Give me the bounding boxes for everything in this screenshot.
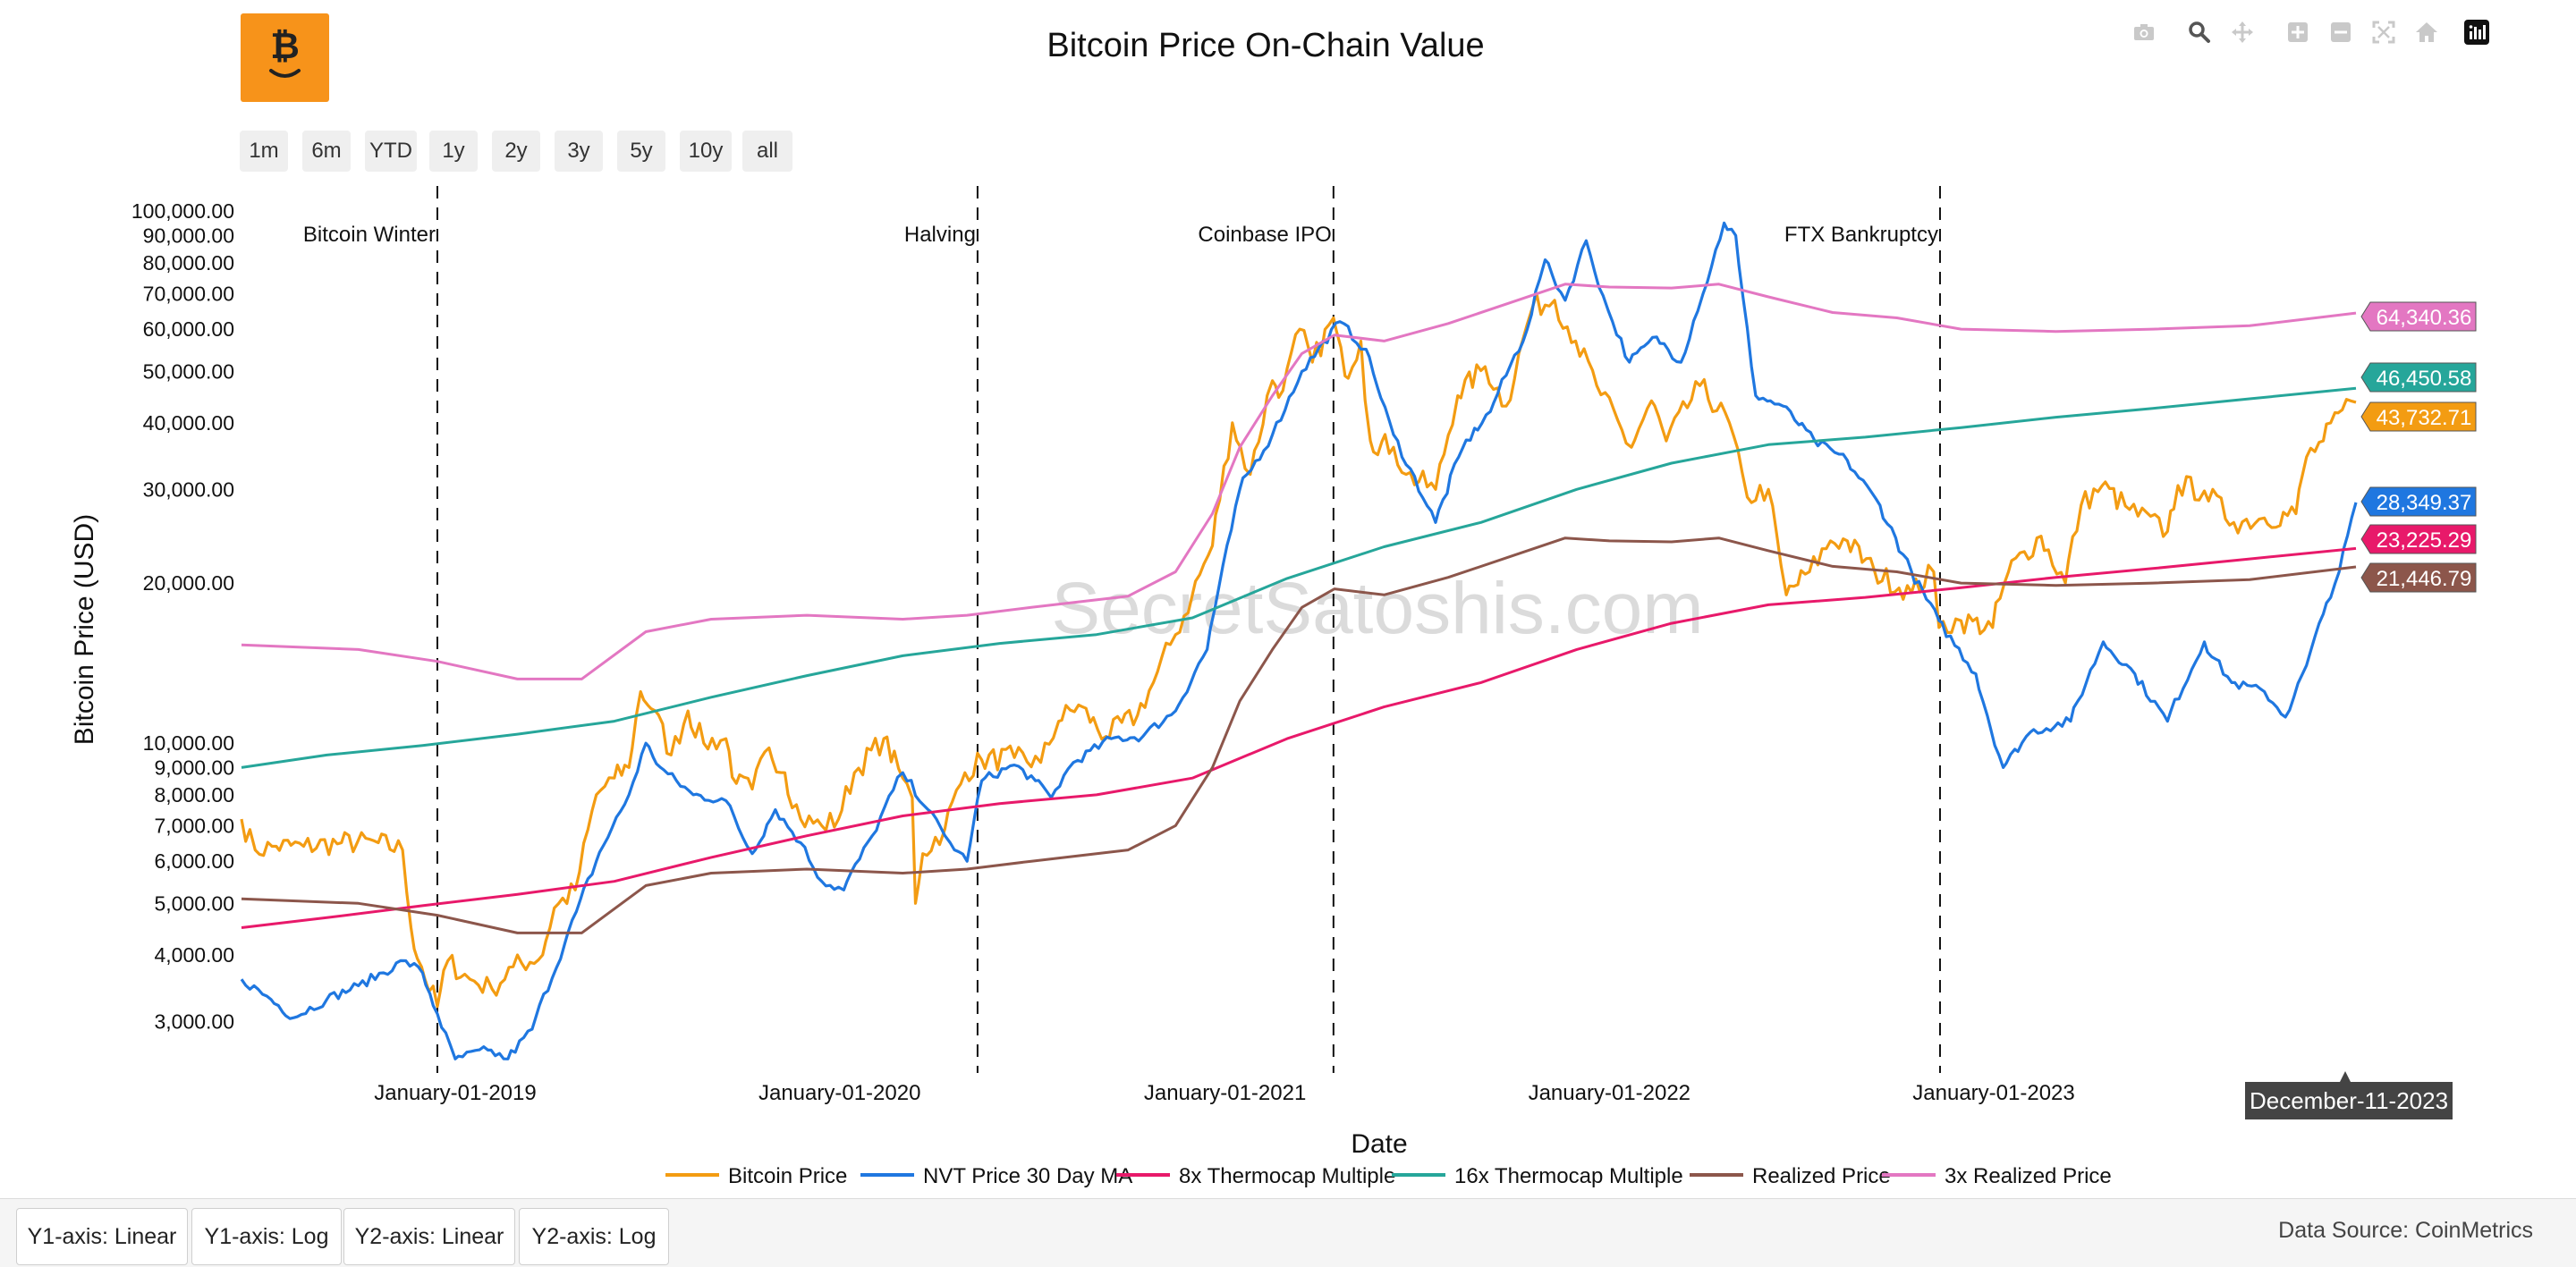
legend-label: 8x Thermocap Multiple <box>1179 1164 1395 1188</box>
y-axis-title: Bitcoin Price (USD) <box>70 514 99 745</box>
chart-title: Bitcoin Price On-Chain Value <box>1046 27 1485 64</box>
y-tick-label: 10,000.00 <box>143 731 234 755</box>
x-tick-label: January-01-2022 <box>1529 1081 1690 1105</box>
range-button-1m[interactable]: 1m <box>240 131 288 172</box>
range-button-6m[interactable]: 6m <box>302 131 351 172</box>
hover-date-label: December-11-2023 <box>2250 1087 2448 1114</box>
autoscale-icon[interactable] <box>2368 16 2399 48</box>
y-tick-label: 70,000.00 <box>143 282 234 305</box>
last-value-label-16x-thermocap-multiple: 46,450.58 <box>2377 367 2472 391</box>
y1-log-button[interactable]: Y1-axis: Log <box>191 1208 342 1265</box>
legend-item-nvt-price-30-day-ma[interactable]: NVT Price 30 Day MA <box>860 1164 1132 1188</box>
range-button-5y[interactable]: 5y <box>617 131 665 172</box>
series-line-bitcoin-price <box>240 292 2357 1009</box>
y1-linear-button[interactable]: Y1-axis: Linear <box>16 1208 188 1265</box>
y-tick-label: 8,000.00 <box>154 783 234 807</box>
last-value-label-bitcoin-price: 43,732.71 <box>2377 406 2472 430</box>
bitcoin-smile-logo-icon: ₿ <box>269 26 301 78</box>
event-label-halving: Halving <box>904 223 976 247</box>
y-tick-label: 80,000.00 <box>143 251 234 275</box>
event-label-bitcoin-winter: Bitcoin Winter <box>303 223 436 247</box>
legend-item-8x-thermocap-multiple[interactable]: 8x Thermocap Multiple <box>1116 1164 1395 1188</box>
secret-satoshis-logo: ₿ <box>241 13 329 102</box>
pan-icon[interactable] <box>2227 16 2258 48</box>
range-button-1y[interactable]: 1y <box>429 131 478 172</box>
legend-label: NVT Price 30 Day MA <box>923 1164 1132 1188</box>
y-tick-label: 60,000.00 <box>143 317 234 341</box>
last-value-flag-3x-realized-price <box>2360 301 2477 332</box>
y-tick-label: 30,000.00 <box>143 477 234 501</box>
camera-icon[interactable] <box>2129 16 2159 48</box>
data-source-label: Data Source: CoinMetrics <box>2278 1218 2533 1243</box>
hover-date-box: December-11-2023 <box>2245 1071 2453 1119</box>
axis-toggle-bar: Y1-axis: Linear Y1-axis: Log Y2-axis: Li… <box>0 1198 2576 1267</box>
y-tick-label: 5,000.00 <box>154 891 234 915</box>
legend-label: 3x Realized Price <box>1945 1164 2112 1188</box>
plotly-logo-icon[interactable] <box>2462 16 2492 48</box>
zoom-icon[interactable] <box>2184 16 2215 48</box>
range-button-3y[interactable]: 3y <box>555 131 603 172</box>
last-value-flag-bitcoin-price <box>2360 401 2477 432</box>
legend-item-realized-price[interactable]: Realized Price <box>1690 1164 1891 1188</box>
y-tick-label: 6,000.00 <box>154 849 234 873</box>
event-label-coinbase-ipo: Coinbase IPO <box>1198 223 1331 247</box>
last-value-flag-nvt-price-30-day-ma <box>2360 486 2477 517</box>
range-button-2y[interactable]: 2y <box>492 131 540 172</box>
y-tick-label: 100,000.00 <box>131 199 234 223</box>
series-line-3x-realized-price <box>241 283 2357 680</box>
y-tick-label: 7,000.00 <box>154 814 234 837</box>
legend-item-3x-realized-price[interactable]: 3x Realized Price <box>1882 1164 2112 1188</box>
x-tick-label: January-01-2020 <box>758 1081 920 1105</box>
y2-linear-button[interactable]: Y2-axis: Linear <box>343 1208 515 1265</box>
last-value-flag-realized-price <box>2360 562 2477 593</box>
series-line-16x-thermocap-multiple <box>241 386 2357 769</box>
y2-log-button[interactable]: Y2-axis: Log <box>519 1208 669 1265</box>
svg-text:₿: ₿ <box>270 26 300 67</box>
y-tick-label: 50,000.00 <box>143 359 234 383</box>
zoom-out-icon[interactable] <box>2326 16 2356 48</box>
watermark-text: SecretSatoshis.com <box>1051 568 1703 649</box>
last-value-label-nvt-price-30-day-ma: 28,349.37 <box>2377 491 2472 515</box>
y-tick-label: 40,000.00 <box>143 411 234 435</box>
y-tick-label: 90,000.00 <box>143 224 234 247</box>
x-tick-label: January-01-2021 <box>1144 1081 1306 1105</box>
y-tick-label: 4,000.00 <box>154 943 234 967</box>
y-tick-label: 3,000.00 <box>154 1009 234 1033</box>
x-tick-label: January-01-2019 <box>374 1081 536 1105</box>
last-value-flag-16x-thermocap-multiple <box>2360 362 2477 393</box>
series-line-nvt-price-30-day-ma <box>240 221 2358 1060</box>
last-value-flag-8x-thermocap-multiple <box>2360 524 2477 554</box>
legend-label: 16x Thermocap Multiple <box>1454 1164 1683 1188</box>
legend-item-bitcoin-price[interactable]: Bitcoin Price <box>665 1164 847 1188</box>
y-tick-label: 9,000.00 <box>154 756 234 779</box>
last-value-label-8x-thermocap-multiple: 23,225.29 <box>2377 528 2472 553</box>
range-button-all[interactable]: all <box>742 131 792 172</box>
range-button-10y[interactable]: 10y <box>680 131 732 172</box>
x-axis-title: Date <box>1351 1129 1407 1159</box>
range-button-ytd[interactable]: YTD <box>365 131 417 172</box>
legend-item-16x-thermocap-multiple[interactable]: 16x Thermocap Multiple <box>1392 1164 1683 1188</box>
last-value-label-realized-price: 21,446.79 <box>2377 567 2472 591</box>
y-tick-label: 20,000.00 <box>143 571 234 595</box>
series-line-realized-price <box>241 536 2357 934</box>
legend-label: Realized Price <box>1752 1164 1891 1188</box>
last-value-label-3x-realized-price: 64,340.36 <box>2377 306 2472 330</box>
event-label-ftx-bankruptcy: FTX Bankruptcy <box>1784 223 1938 247</box>
zoom-in-icon[interactable] <box>2283 16 2313 48</box>
reset-axes-icon[interactable] <box>2411 16 2442 48</box>
x-tick-label: January-01-2023 <box>1912 1081 2074 1105</box>
legend-label: Bitcoin Price <box>728 1164 847 1188</box>
